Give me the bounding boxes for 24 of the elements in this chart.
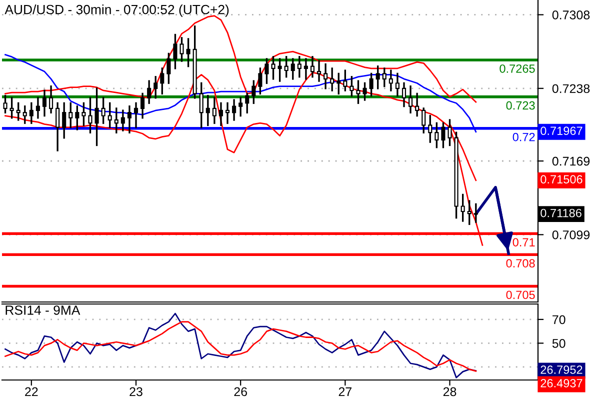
text: 0.71506	[540, 175, 582, 184]
text: 26.4937	[540, 379, 582, 388]
x-tick-label: 26	[234, 387, 247, 396]
ref-line-label: 0.705	[506, 290, 535, 300]
text: 0.71967	[540, 126, 582, 136]
y-tick-label: 0.7238	[552, 84, 590, 94]
x-tick-label: 28	[443, 387, 456, 396]
y-tick-label: 70	[552, 315, 566, 324]
y-tick-label: 0.7308	[552, 10, 590, 20]
chart-title: AUD/USD - 30min - 07:00:52 (UTC+2)	[4, 4, 229, 17]
y-tick-label: 50	[552, 338, 566, 348]
text: 0.71186	[540, 208, 582, 218]
text: 26.7952	[540, 366, 582, 374]
ref-line-label: 0.708	[506, 259, 535, 268]
y-tick-label: 0.7099	[552, 230, 590, 240]
x-tick-label: 27	[338, 387, 352, 396]
x-tick-label: 22	[25, 387, 38, 396]
ref-line-label: 0.7265	[500, 64, 535, 73]
y-tick-label: 0.7169	[552, 156, 590, 166]
ref-line-label: 0.71	[512, 238, 535, 246]
ref-line-label: 0.723	[506, 101, 535, 110]
ref-line-label: 0.72	[512, 132, 535, 142]
chart-title: RSI14 - 9MA	[6, 305, 80, 315]
x-tick-label: 23	[130, 387, 142, 396]
